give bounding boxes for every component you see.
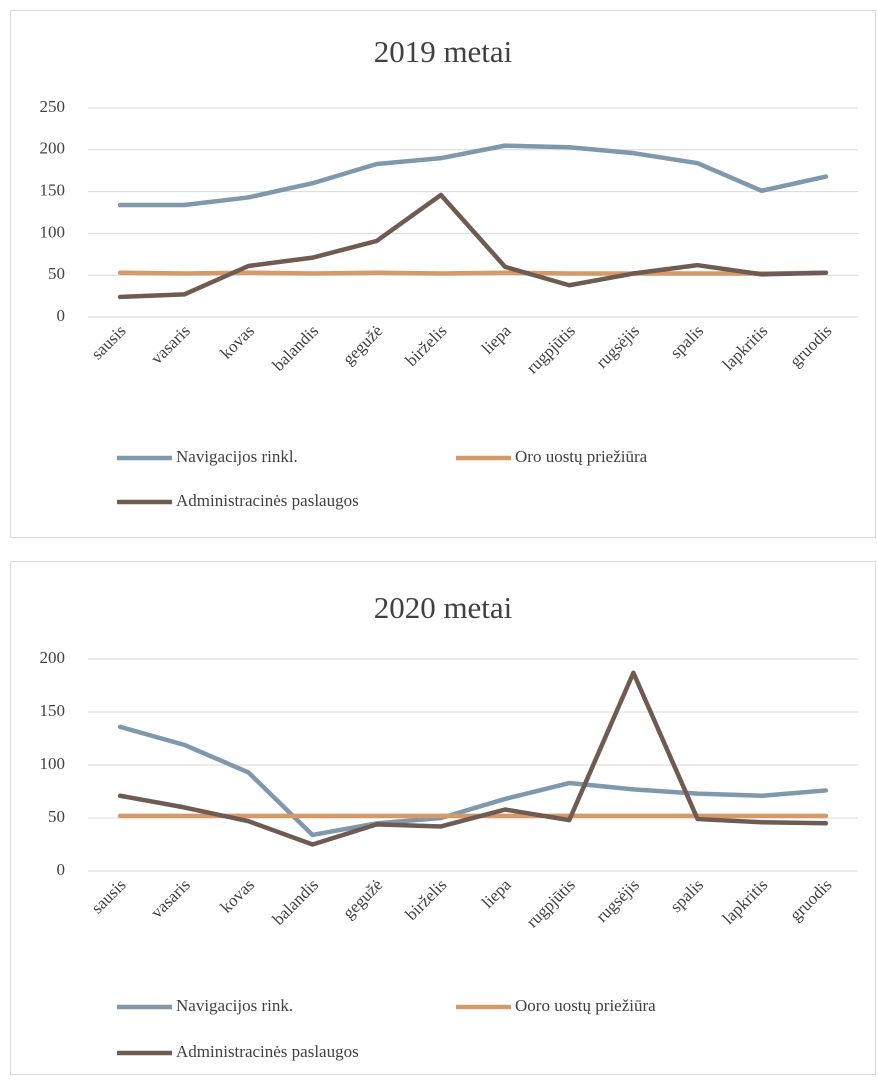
legend-label: Administracinės paslaugos xyxy=(176,491,359,510)
legend-label: Navigacijos rink. xyxy=(176,996,293,1015)
y-tick-label: 100 xyxy=(40,754,66,773)
y-tick-label: 150 xyxy=(40,181,66,200)
y-tick-label: 200 xyxy=(40,648,66,667)
chart-title: 2019 metai xyxy=(374,34,513,69)
series-line xyxy=(117,724,829,838)
y-tick-label: 0 xyxy=(57,860,66,879)
y-tick-label: 100 xyxy=(40,222,66,241)
y-tick-label: 50 xyxy=(48,264,65,283)
legend-label: Navigacijos rinkl. xyxy=(176,447,298,466)
legend-label: Ooro uostų priežiūra xyxy=(515,996,656,1015)
series-line xyxy=(117,192,829,300)
y-tick-label: 250 xyxy=(40,97,66,116)
series-line xyxy=(117,670,829,847)
series-line xyxy=(117,270,829,276)
series-line xyxy=(117,143,829,208)
y-tick-label: 50 xyxy=(48,807,65,826)
y-tick-label: 150 xyxy=(40,701,66,720)
y-tick-label: 0 xyxy=(57,306,66,325)
y-tick-label: 200 xyxy=(40,139,66,158)
legend-label: Oro uostų priežiūra xyxy=(515,447,648,466)
chart-title: 2020 metai xyxy=(374,590,513,625)
legend-label: Administracinės paslaugos xyxy=(176,1042,359,1061)
